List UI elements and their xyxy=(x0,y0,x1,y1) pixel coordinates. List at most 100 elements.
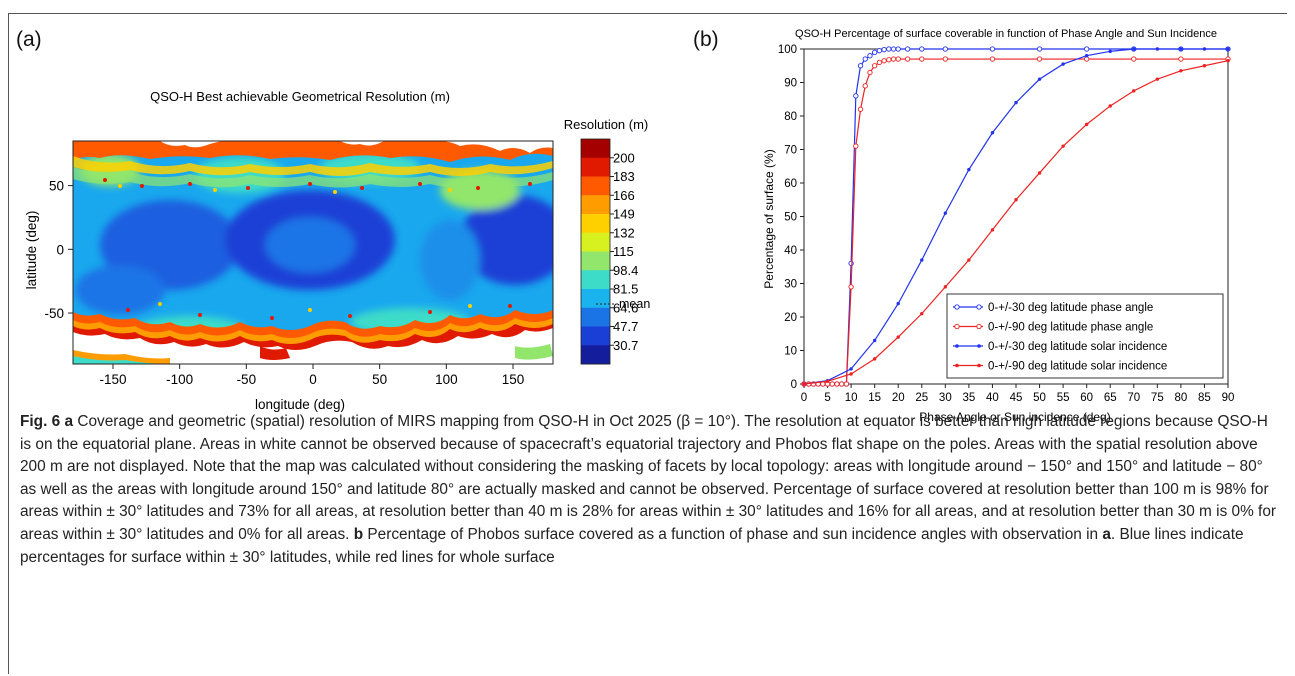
chart-point xyxy=(895,46,901,52)
colorbar: 200 183 166 149 132 115 98.4 81.5 64.6 47.7 30.7 xyxy=(580,138,638,365)
caption-a-ref: a xyxy=(1102,525,1111,543)
chart-point xyxy=(920,258,924,262)
chart-point xyxy=(853,93,859,99)
map-x-label: longitude (deg) xyxy=(255,397,345,412)
chart-point xyxy=(1037,171,1042,175)
colorbar-title: Resolution (m) xyxy=(564,117,649,132)
chart-point xyxy=(1036,56,1043,62)
caption-a-label: a xyxy=(64,413,74,430)
map-title: QSO-H Best achievable Geometrical Resolu… xyxy=(150,89,450,104)
colorbar-swatch xyxy=(581,307,610,327)
legend-marker xyxy=(955,344,959,348)
chart-point xyxy=(1202,47,1207,51)
chart-y-axis: 0 10 20 30 40 50 60 70 80 90 100 xyxy=(778,44,804,391)
chart-point xyxy=(802,382,806,386)
map-x-tick-label: -50 xyxy=(237,372,257,387)
map-y-tick-label: -50 xyxy=(44,306,64,321)
chart-point xyxy=(881,47,887,53)
chart-point xyxy=(920,311,924,316)
chart-point xyxy=(862,56,868,62)
caption-text-a: Coverage and geometric (spatial) resolut… xyxy=(20,413,1277,543)
chart-point xyxy=(862,83,868,89)
chart-point xyxy=(857,106,864,112)
chart-y-tick-label: 90 xyxy=(784,78,797,90)
chart-x-tick-label: 45 xyxy=(1010,392,1023,404)
chart-point xyxy=(848,260,854,267)
chart-point xyxy=(967,167,971,172)
chart-point xyxy=(829,381,835,387)
chart-title: QSO-H Percentage of surface coverable in… xyxy=(795,28,1217,40)
chart-point xyxy=(890,46,897,52)
map-x-tick-label: 50 xyxy=(372,372,387,387)
chart-x-tick-label: 55 xyxy=(1057,392,1070,404)
colorbar-tick-label: 200 xyxy=(613,150,635,165)
chart-point xyxy=(872,357,877,361)
chart-x-tick-label: 30 xyxy=(939,392,952,404)
chart-x-tick-label: 35 xyxy=(962,392,975,404)
chart-point xyxy=(943,285,948,289)
map-y-label: latitude (deg) xyxy=(24,211,39,290)
caption-text-b-1: Percentage of Phobos surface covered as … xyxy=(363,525,1103,543)
chart-point xyxy=(942,46,948,52)
colorbar-tick-label: 166 xyxy=(613,188,635,203)
chart-x-tick-label: 65 xyxy=(1104,392,1117,404)
chart-point xyxy=(1226,59,1230,63)
chart-point xyxy=(942,56,948,62)
chart-x-tick-label: 10 xyxy=(845,392,858,404)
chart-x-tick-label: 80 xyxy=(1174,392,1187,404)
map-y-tick-label: 50 xyxy=(49,179,64,194)
chart-legend: 0-+/-30 deg latitude phase angle 0-+/-90 … xyxy=(946,293,1224,379)
chart-x-tick-label: 15 xyxy=(868,392,881,404)
chart-point xyxy=(825,379,830,384)
chart-point xyxy=(1108,104,1112,108)
colorbar-swatch xyxy=(581,345,610,365)
chart-point xyxy=(872,63,878,69)
coverage-chart-panel: QSO-H Percentage of surface coverable in… xyxy=(762,28,1234,424)
caption-fig-label: Fig. 6 xyxy=(20,413,61,430)
legend-box xyxy=(946,293,1224,379)
map-y-tick-label: 0 xyxy=(56,242,64,257)
resolution-map-panel: QSO-H Best achievable Geometrical Resolu… xyxy=(24,89,650,412)
legend-label: 0-+/-30 deg latitude solar incidence xyxy=(988,341,1167,353)
chart-x-tick-label: 0 xyxy=(801,392,807,404)
map-x-tick-label: 100 xyxy=(435,372,458,387)
chart-point xyxy=(1036,46,1043,52)
colorbar-swatch xyxy=(581,176,610,196)
chart-point xyxy=(990,131,995,135)
chart-point xyxy=(1037,77,1042,81)
chart-point xyxy=(1202,64,1207,68)
chart-point xyxy=(872,338,877,343)
chart-point xyxy=(1132,47,1136,51)
chart-point xyxy=(843,381,850,387)
chart-point xyxy=(839,381,845,387)
chart-point xyxy=(1226,47,1230,51)
chart-y-tick-label: 30 xyxy=(784,279,797,291)
chart-point xyxy=(896,335,900,339)
figure-caption: Fig. 6 a Coverage and geometric (spatial… xyxy=(20,411,1278,569)
figure-frame xyxy=(8,13,1287,674)
legend-marker xyxy=(955,363,959,368)
chart-point xyxy=(867,69,873,76)
colorbar-tick-label: 30.7 xyxy=(613,338,638,353)
map-y-axis: 50 0 -50 xyxy=(44,179,73,321)
chart-point xyxy=(872,49,878,55)
map-x-tick-label: -150 xyxy=(99,372,126,387)
caption-b-label: b xyxy=(353,525,364,543)
chart-y-tick-label: 70 xyxy=(784,145,797,157)
chart-point xyxy=(1155,77,1160,81)
chart-point xyxy=(834,381,840,387)
chart-point xyxy=(886,46,892,52)
colorbar-swatch xyxy=(581,139,610,159)
legend-marker xyxy=(977,344,981,348)
colorbar-tick-label: 183 xyxy=(613,169,635,184)
colorbar-swatch xyxy=(581,251,610,271)
chart-point xyxy=(1061,144,1065,148)
chart-point xyxy=(1108,49,1112,54)
chart-point xyxy=(876,48,883,54)
legend-marker xyxy=(976,304,982,310)
colorbar-swatch xyxy=(581,157,610,177)
chart-x-tick-label: 40 xyxy=(986,392,999,404)
chart-y-tick-label: 0 xyxy=(791,379,797,391)
colorbar-tick-label: 64.6 xyxy=(613,300,638,315)
chart-y-label: Percentage of surface (%) xyxy=(762,149,776,288)
